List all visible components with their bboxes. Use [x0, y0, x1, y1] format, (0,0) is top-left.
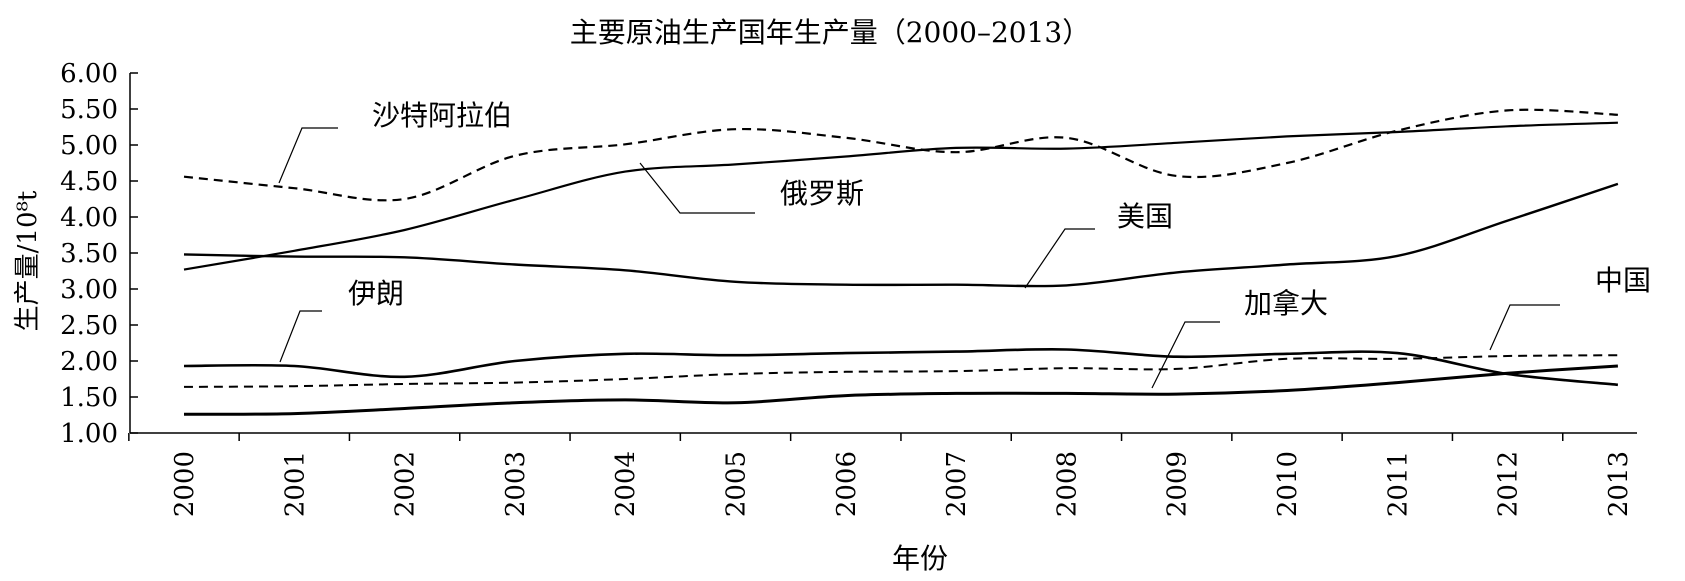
series-label: 中国 — [1595, 264, 1651, 297]
series-line-4 — [183, 354, 1618, 388]
series-label: 沙特阿拉伯 — [372, 99, 512, 132]
x-tick-label: 2009 — [1163, 451, 1193, 517]
x-tick-label: 2004 — [611, 451, 641, 517]
x-tick-label: 2006 — [832, 451, 862, 517]
x-tick-label: 2013 — [1604, 451, 1634, 517]
series-label: 美国 — [1117, 200, 1173, 233]
x-tick-label: 2008 — [1052, 451, 1082, 517]
series-line-3 — [183, 348, 1619, 387]
x-tick-label: 2000 — [170, 451, 200, 517]
leader-line — [1024, 228, 1095, 289]
y-tick-label: 2.50 — [60, 311, 118, 341]
series-line-1 — [183, 121, 1618, 271]
y-tick-label: 1.00 — [60, 419, 118, 449]
leader-line — [1151, 321, 1220, 389]
x-tick-label: 2003 — [501, 451, 531, 517]
x-tick-label: 2002 — [391, 451, 421, 517]
y-tick-label: 4.00 — [60, 203, 118, 233]
series-label: 俄罗斯 — [780, 177, 864, 210]
series-label: 伊朗 — [348, 277, 404, 310]
y-axis-label: 生产量/10⁸t — [13, 190, 43, 331]
series-line-5 — [183, 364, 1618, 416]
leader-line — [279, 310, 322, 363]
leader-line — [278, 127, 338, 184]
x-tick-label: 2001 — [280, 451, 310, 517]
x-tick-label: 2005 — [722, 451, 752, 517]
series-label: 加拿大 — [1244, 287, 1328, 320]
x-tick-label: 2007 — [942, 451, 972, 517]
x-tick-label: 2011 — [1383, 451, 1413, 517]
leader-line — [1489, 304, 1560, 351]
chart-title: 主要原油生产国年生产量（2000–2013） — [570, 16, 1091, 49]
x-tick-label: 2010 — [1273, 451, 1303, 517]
y-tick-label: 3.00 — [60, 275, 118, 305]
leader-line — [639, 162, 755, 214]
y-tick-label: 6.00 — [60, 59, 118, 89]
y-tick-label: 5.50 — [60, 95, 118, 125]
y-tick-label: 1.50 — [60, 383, 118, 413]
series-line-2 — [183, 182, 1619, 288]
y-axis-ticks: 1.00 1.50 2.00 2.50 3.00 3.50 4.00 4.50 5.00 5.50… — [60, 59, 138, 449]
x-tick-label: 2012 — [1494, 451, 1524, 517]
series-lines — [183, 108, 1619, 416]
y-tick-label: 2.00 — [60, 347, 118, 377]
y-tick-label: 5.00 — [60, 131, 118, 161]
x-axis-label: 年份 — [892, 542, 948, 575]
x-axis-ticks: 2000 2001 2002 2003 2004 2005 2006 2007 2008 2009… — [128, 433, 1634, 517]
y-tick-label: 4.50 — [60, 167, 118, 197]
y-tick-label: 3.50 — [60, 239, 118, 269]
